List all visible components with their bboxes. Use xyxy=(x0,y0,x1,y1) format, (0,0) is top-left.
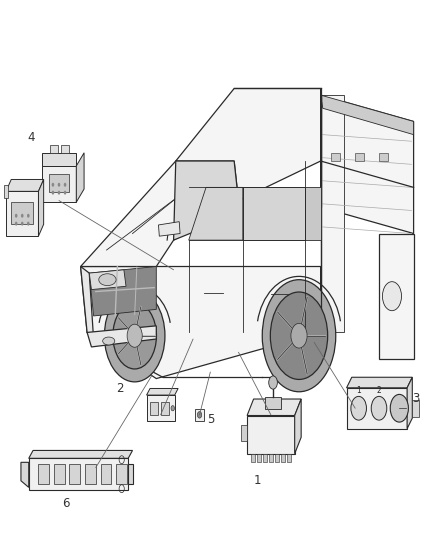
Bar xyxy=(54,464,65,484)
Bar xyxy=(61,145,69,153)
Polygon shape xyxy=(295,399,301,454)
Circle shape xyxy=(390,394,408,422)
Circle shape xyxy=(58,191,60,195)
Polygon shape xyxy=(39,180,44,236)
Bar xyxy=(379,153,388,161)
Bar xyxy=(332,153,340,161)
Polygon shape xyxy=(76,153,84,202)
Polygon shape xyxy=(147,389,178,395)
Circle shape xyxy=(64,183,66,187)
Bar xyxy=(251,454,255,462)
Ellipse shape xyxy=(99,274,116,286)
Circle shape xyxy=(262,280,336,392)
Circle shape xyxy=(371,397,387,420)
Circle shape xyxy=(269,376,277,389)
Bar xyxy=(38,464,49,484)
Circle shape xyxy=(171,406,174,411)
Text: 4: 4 xyxy=(27,132,35,144)
Circle shape xyxy=(351,397,367,420)
Bar xyxy=(281,454,285,462)
Bar xyxy=(275,454,279,462)
Polygon shape xyxy=(407,377,412,429)
Bar xyxy=(116,464,127,484)
Polygon shape xyxy=(189,188,243,240)
Circle shape xyxy=(270,292,328,379)
Polygon shape xyxy=(29,458,128,490)
Circle shape xyxy=(64,191,66,195)
Polygon shape xyxy=(173,161,238,240)
Circle shape xyxy=(27,214,30,217)
Circle shape xyxy=(382,281,402,311)
Circle shape xyxy=(15,222,18,225)
Polygon shape xyxy=(29,450,133,458)
Bar xyxy=(257,454,261,462)
Bar xyxy=(240,425,247,441)
Text: 5: 5 xyxy=(207,413,214,426)
Polygon shape xyxy=(321,95,413,233)
Polygon shape xyxy=(42,153,76,166)
Polygon shape xyxy=(81,266,321,378)
Polygon shape xyxy=(147,395,175,422)
Polygon shape xyxy=(21,462,29,487)
Polygon shape xyxy=(81,266,94,339)
Bar xyxy=(195,409,204,421)
Circle shape xyxy=(113,303,156,369)
Polygon shape xyxy=(247,416,295,454)
Bar xyxy=(100,464,111,484)
Bar xyxy=(161,402,169,415)
Bar xyxy=(263,454,267,462)
Circle shape xyxy=(52,191,54,195)
Polygon shape xyxy=(6,180,44,191)
Text: 2: 2 xyxy=(377,386,381,395)
Circle shape xyxy=(58,183,60,187)
Bar xyxy=(412,400,419,417)
Text: 3: 3 xyxy=(412,392,420,405)
Polygon shape xyxy=(128,464,134,484)
Bar xyxy=(355,153,364,161)
Bar xyxy=(287,454,291,462)
Bar xyxy=(265,397,281,409)
Polygon shape xyxy=(176,88,321,200)
Text: 1: 1 xyxy=(356,386,361,395)
Polygon shape xyxy=(87,326,156,347)
Circle shape xyxy=(15,214,18,217)
Bar xyxy=(85,464,96,484)
Text: 2: 2 xyxy=(116,382,123,395)
Bar xyxy=(50,145,58,153)
Circle shape xyxy=(291,324,307,348)
Polygon shape xyxy=(89,270,126,289)
Circle shape xyxy=(198,411,202,418)
Polygon shape xyxy=(6,191,39,236)
Bar xyxy=(269,454,273,462)
Circle shape xyxy=(52,183,54,187)
Polygon shape xyxy=(247,399,301,416)
Polygon shape xyxy=(243,188,305,240)
Bar xyxy=(150,402,159,415)
Circle shape xyxy=(127,324,142,348)
Bar xyxy=(49,174,68,192)
Polygon shape xyxy=(42,166,76,202)
Circle shape xyxy=(21,214,24,217)
Polygon shape xyxy=(346,377,412,388)
Polygon shape xyxy=(321,95,344,333)
Circle shape xyxy=(21,222,24,225)
Circle shape xyxy=(104,289,165,382)
Polygon shape xyxy=(81,161,238,266)
Ellipse shape xyxy=(102,337,115,345)
Bar xyxy=(4,185,8,198)
Polygon shape xyxy=(89,266,156,316)
Bar xyxy=(69,464,80,484)
Polygon shape xyxy=(305,188,321,240)
Polygon shape xyxy=(159,222,180,236)
Circle shape xyxy=(27,222,30,225)
Polygon shape xyxy=(379,233,413,359)
Polygon shape xyxy=(321,95,413,135)
Polygon shape xyxy=(346,388,407,429)
Text: 1: 1 xyxy=(254,474,261,487)
Bar xyxy=(11,202,33,224)
Text: 6: 6 xyxy=(62,497,69,511)
